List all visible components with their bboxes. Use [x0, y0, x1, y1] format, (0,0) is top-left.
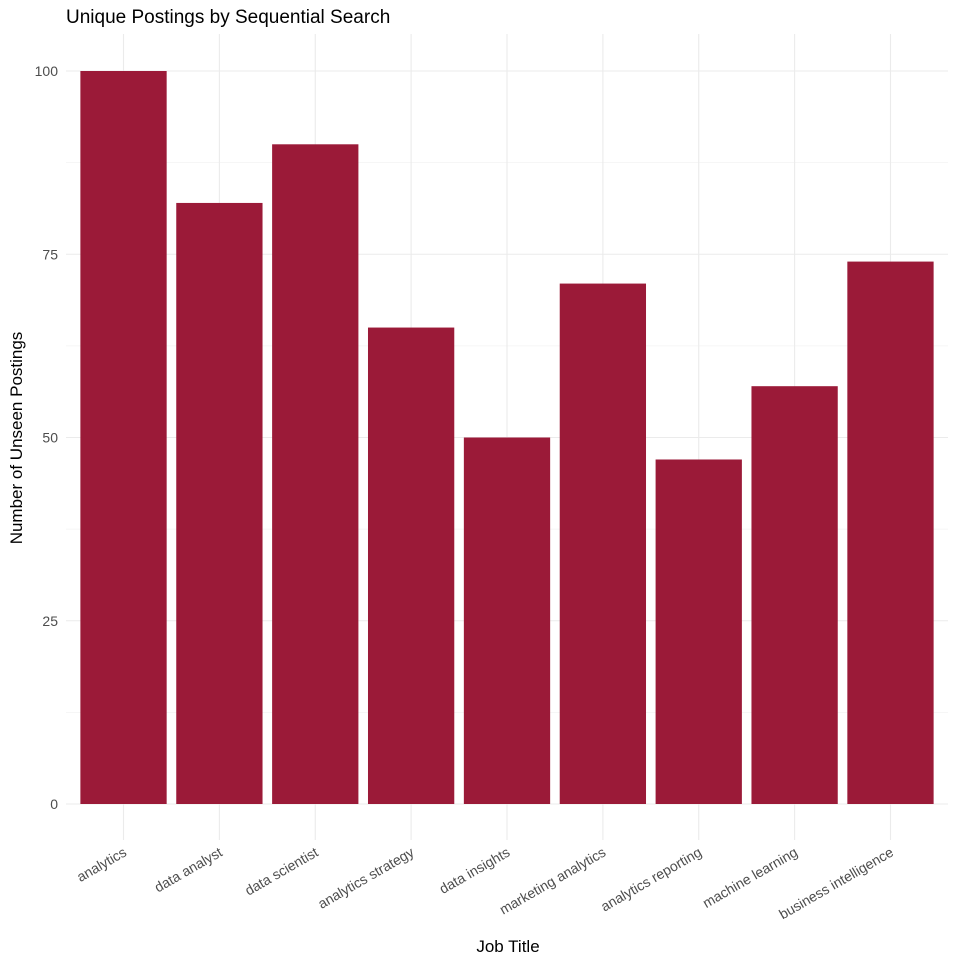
bar: [751, 386, 838, 804]
bar: [80, 71, 167, 804]
bar: [559, 283, 647, 804]
y-tick-label: 75: [42, 246, 58, 262]
bar: [463, 437, 551, 804]
bar: [367, 327, 455, 804]
bar: [655, 459, 742, 804]
y-axis-title: Number of Unseen Postings: [7, 332, 26, 545]
y-tick-label: 25: [42, 613, 58, 629]
x-tick-label: data scientist: [242, 844, 321, 899]
x-tick-label: data analyst: [152, 844, 225, 896]
x-tick-label: data insights: [436, 844, 512, 897]
x-tick-label: analytics: [74, 844, 129, 885]
y-tick-label: 50: [42, 430, 58, 446]
x-axis-tick-labels: analytics data analyst data scientistanaly…: [74, 844, 896, 923]
x-tick-label: marketing analytics: [497, 844, 609, 918]
y-tick-label: 0: [50, 796, 58, 812]
chart-title: Unique Postings by Sequential Search: [66, 7, 390, 28]
bar: [176, 202, 263, 804]
y-axis-tick-labels: 0 25 50 75 100: [35, 63, 59, 812]
x-tick-label: analytics strategy: [315, 844, 417, 912]
y-tick-label: 100: [35, 63, 59, 79]
x-axis-title: Job Title: [476, 937, 539, 956]
bar: [272, 144, 359, 805]
bars: [80, 71, 934, 805]
bar: [847, 261, 934, 805]
x-tick-label: analytics reporting: [598, 844, 704, 915]
x-tick-label: machine learning: [700, 844, 800, 911]
